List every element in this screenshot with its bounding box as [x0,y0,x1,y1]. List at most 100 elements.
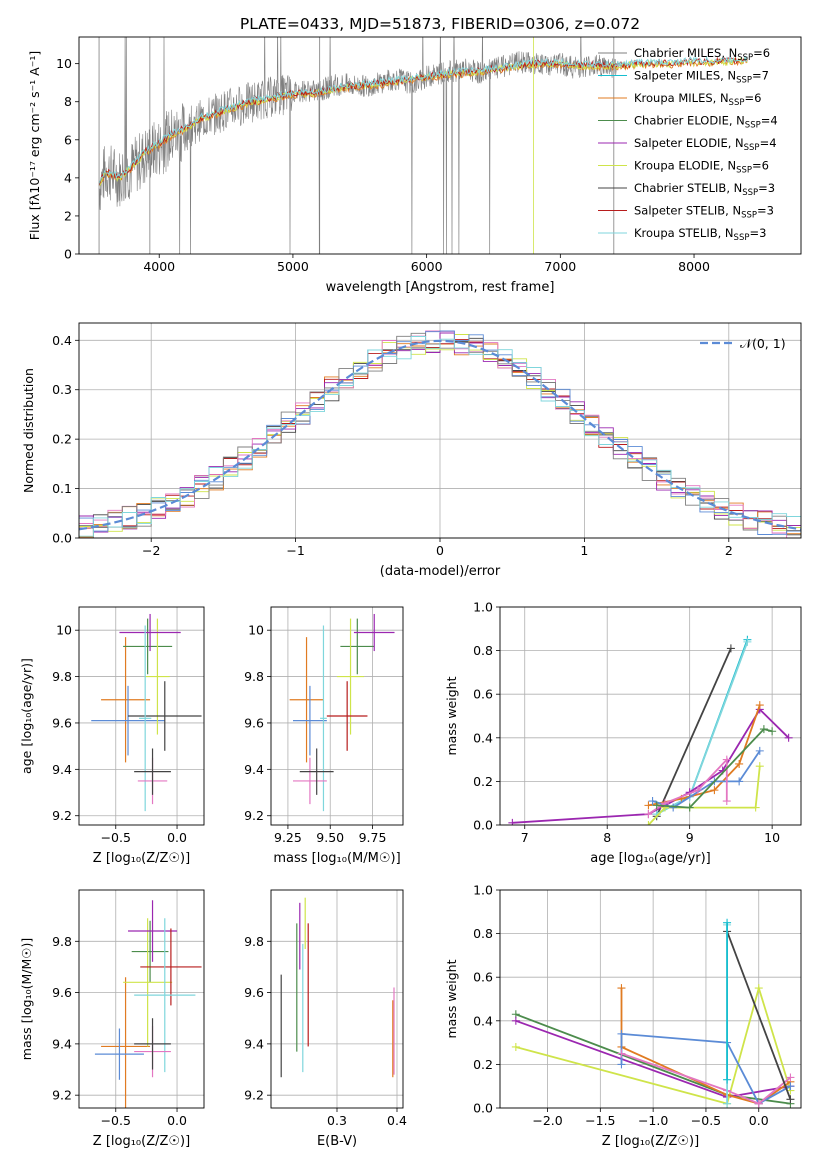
y-axis-label: Normed distribution [21,368,36,493]
x-tick-label: 9.75 [359,830,387,845]
y-tick-label: 9.8 [52,669,72,684]
plus-marker [644,810,653,819]
plus-marker [754,1099,763,1108]
plus-marker [693,786,702,795]
plus-marker [511,1042,520,1051]
legend-entry: Chabrier MILES, NSSP=6 [634,46,770,63]
plus-marker [511,1016,520,1025]
weight_vs_z-lines [511,918,795,1108]
x-tick-label: 9.25 [274,830,302,845]
y-tick-label: 0.3 [52,382,72,397]
x-tick-label: −0.5 [691,1113,721,1128]
y-tick-label: 9.8 [244,934,264,949]
y-tick-label: 1.0 [473,883,493,898]
plus-marker [726,644,735,653]
model-line-salpeter_stelib [98,56,748,186]
age_vs_mass-axes: 9.25 9.50 9.75 9.2 9.4 9.6 9.8 10 mass [log₁₀(M/… [244,607,403,866]
residuals-axes: −2 −1 0 1 2 0.0 0.1 0.2 0.3 0.4 (data-model)/error… [21,323,801,579]
y-axis-label: mass [log₁₀(M/M☉)] [19,938,34,1060]
x-tick-label: 1 [580,543,588,558]
axes-frame [499,606,802,826]
y-tick-label: 9.4 [52,1036,72,1051]
plus-marker [648,797,657,806]
x-tick-label: 0.4 [387,1113,407,1128]
residual-legend: 𝒩(0, 1) [700,336,786,351]
y-tick-label: 1.0 [473,600,493,615]
x-axis-label: (data-model)/error [380,564,501,579]
plus-marker [751,803,760,812]
axes-frame [499,889,802,1109]
legend-entry: Salpeter MILES, NSSP=7 [634,69,769,86]
plus-marker [508,818,517,825]
x-tick-label: 5000 [277,259,309,274]
y-tick-label: 10 [56,56,72,71]
y-axis-label: Flux [fλ10⁻¹⁷ erg cm⁻² s⁻¹ A⁻¹] [27,51,42,240]
y-tick-label: 0.0 [473,1101,493,1116]
series-line-pink [621,1052,791,1105]
plus-marker [735,759,744,768]
plus-marker [759,725,768,734]
series-line-salpeter_miles [656,639,749,815]
axes-frame [78,889,205,1109]
y-tick-label: 9.2 [244,808,264,823]
plus-marker [710,786,719,795]
y-tick-label: 8 [64,94,72,109]
y-tick-label: 10 [56,623,72,638]
plus-marker [617,1029,626,1038]
x-axis-label: Z [log₁₀(Z/Z☉)] [93,851,190,866]
plus-marker [617,1060,626,1069]
y-tick-label: 9.4 [244,1036,264,1051]
plus-marker [768,727,777,736]
mass_vs_z-axes: −0.5 0.0 9.2 9.4 9.6 9.8 Z [log₁₀(Z/Z☉)] mass [… [19,890,204,1149]
spectrum-lines [98,37,748,254]
y-tick-label: 0.2 [52,432,72,447]
y-axis-label: age [log₁₀(age/yr)] [19,658,34,774]
figure-title: PLATE=0433, MJD=51873, FIBERID=0306, z=0… [240,15,640,33]
axes-frame [78,36,802,255]
legend-entry: Salpeter STELIB, NSSP=3 [634,204,774,221]
plus-marker [723,1075,732,1084]
y-tick-label: 0.4 [473,730,493,745]
x-tick-label: 0.3 [327,1113,347,1128]
plus-marker [617,1049,626,1058]
plus-marker [754,984,763,993]
legend-entry: Chabrier ELODIE, NSSP=4 [634,114,778,131]
legend-entry: Kroupa ELODIE, NSSP=6 [634,159,769,176]
x-tick-label: −0.5 [101,1113,131,1128]
plus-marker [755,701,764,710]
x-tick-label: 7000 [544,259,576,274]
axes-frame [78,322,802,539]
x-tick-label: −1.0 [638,1113,668,1128]
mass_vs_ebv-axes: 0.3 0.4 9.2 9.4 9.6 9.8 E(B-V) [244,890,407,1149]
x-tick-label: 0.0 [749,1113,769,1128]
y-tick-label: 0.8 [473,926,493,941]
x-axis-label: E(B-V) [317,1134,357,1149]
x-tick-label: 0 [436,543,444,558]
x-tick-label: 6000 [411,259,443,274]
x-tick-label: 9 [686,830,694,845]
legend-entry: Kroupa MILES, NSSP=6 [634,91,761,108]
axes-frame [78,606,205,826]
y-tick-label: 9.2 [52,1088,72,1103]
y-tick-label: 9.4 [244,762,264,777]
series-line-blue [652,750,761,809]
plus-marker [617,984,626,993]
x-tick-label: −0.5 [101,830,131,845]
x-tick-label: 10 [764,830,780,845]
plus-marker [786,1095,795,1104]
age_vs_mass-errorbars [289,613,395,812]
x-tick-label: 9.50 [316,830,344,845]
plus-marker [735,777,744,786]
y-axis-label: mass weight [444,959,459,1038]
plus-marker [723,1099,732,1108]
y-tick-label: 0.2 [473,774,493,789]
axes-frame [270,606,404,826]
x-tick-label: −1.5 [585,1113,615,1128]
y-tick-label: 9.6 [52,985,72,1000]
x-axis-label: Z [log₁₀(Z/Z☉)] [602,1134,699,1149]
y-tick-label: 2 [64,208,72,223]
y-tick-label: 9.2 [244,1088,264,1103]
y-tick-label: 9.6 [244,715,264,730]
